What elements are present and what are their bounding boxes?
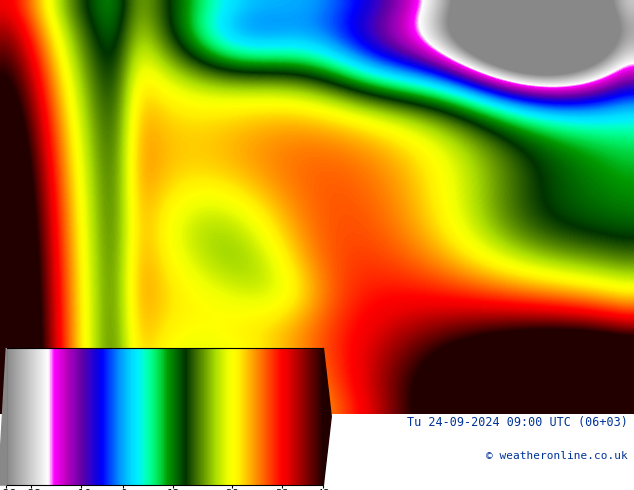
Polygon shape [0,348,6,485]
Polygon shape [323,348,331,485]
Text: Tu 24-09-2024 09:00 UTC (06+03): Tu 24-09-2024 09:00 UTC (06+03) [407,416,628,429]
Text: Temperature (2m) [°C] NAM: Temperature (2m) [°C] NAM [6,416,184,429]
Text: © weatheronline.co.uk: © weatheronline.co.uk [486,450,628,461]
